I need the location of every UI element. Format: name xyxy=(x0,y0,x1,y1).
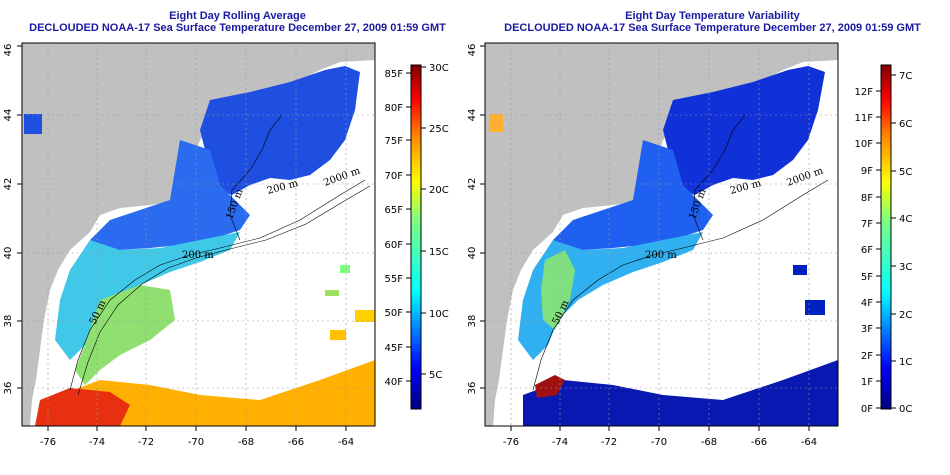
colorbar-f-label: 70F xyxy=(385,171,404,182)
colorbar-c-label: 15C xyxy=(429,247,449,258)
isobath-contour-3 xyxy=(229,114,283,241)
right-map-panel: Eight Day Temperature Variability DECLOU… xyxy=(467,0,950,475)
right-map-svg: 50 m 200 m 150 m 200 m 2000 m -76 -74 -7… xyxy=(467,42,912,448)
colorbar-f-label: 40F xyxy=(385,377,404,388)
x-tick-label: -66 xyxy=(288,437,304,448)
colorbar-f-label: 45F xyxy=(385,343,404,354)
sst-field-green xyxy=(75,285,175,385)
x-tick-label: -72 xyxy=(138,437,154,448)
colorbar-c-label: 25C xyxy=(429,124,449,135)
colorbar-f-label: 12F xyxy=(855,87,874,98)
variability-field-blue xyxy=(663,66,825,195)
left-map-svg: 50 m 200 m 150 m 200 m 2000 m -76 -74 -7… xyxy=(3,42,449,448)
isobath-contour-2 xyxy=(77,185,371,396)
sst-field-blue xyxy=(200,66,360,195)
variability-field-blue2 xyxy=(553,140,713,250)
isobath-contour-2 xyxy=(692,114,746,241)
colorbar-c-label: 2C xyxy=(899,310,912,321)
colorbar-f-label: 2F xyxy=(861,351,873,362)
variability-colorbar xyxy=(880,64,892,410)
x-tick-label: -74 xyxy=(89,437,105,448)
colorbar-c-label: 20C xyxy=(429,185,449,196)
temperature-colorbar xyxy=(410,64,422,410)
contour-label-200m: 200 m xyxy=(182,250,214,261)
colorbar-f-label: 11F xyxy=(855,113,874,124)
x-tick-label: -76 xyxy=(503,437,519,448)
sst-field-blue2 xyxy=(90,140,250,250)
x-tick-label: -64 xyxy=(338,437,354,448)
right-map-subtitle: DECLOUDED NOAA-17 Sea Surface Temperatur… xyxy=(504,22,921,34)
colorbar-c-label: 5C xyxy=(899,167,912,178)
land-mass xyxy=(485,43,838,426)
x-tick-label: -72 xyxy=(601,437,617,448)
isobath-contour xyxy=(69,179,366,391)
x-tick-label: -74 xyxy=(552,437,568,448)
colorbar-f-label: 50F xyxy=(385,308,404,319)
left-map-panel: Eight Day Rolling Average DECLOUDED NOAA… xyxy=(3,10,449,448)
colorbar-c-label: 10C xyxy=(429,309,449,320)
y-tick-label: 46 xyxy=(3,44,14,57)
y-tick-label: 46 xyxy=(467,44,478,57)
isobath-contour xyxy=(532,179,829,391)
map-frame xyxy=(484,42,839,427)
colorbar-c-label: 30C xyxy=(429,63,449,74)
x-tick-label: -70 xyxy=(651,437,667,448)
colorbar-f-label: 85F xyxy=(385,69,404,80)
y-tick-label: 44 xyxy=(3,109,14,122)
colorbar-f-label: 3F xyxy=(861,324,873,335)
colorbar-f-label: 1F xyxy=(861,377,873,388)
colorbar-f-label: 8F xyxy=(861,193,873,204)
y-tick-label: 42 xyxy=(467,178,478,191)
left-map-subtitle: DECLOUDED NOAA-17 Sea Surface Temperatur… xyxy=(29,22,446,34)
map-frame xyxy=(21,42,376,427)
colorbar-f-label: 7F xyxy=(861,219,873,230)
colorbar-c-label: 1C xyxy=(899,357,912,368)
y-tick-label: 40 xyxy=(467,247,478,260)
contour-label-200m: 200 m xyxy=(645,250,677,261)
colorbar-f-label: 5F xyxy=(861,272,873,283)
colorbar-f-label: 6F xyxy=(861,245,873,256)
x-tick-label: -68 xyxy=(238,437,254,448)
colorbar-c-label: 4C xyxy=(899,214,912,225)
colorbar-f-label: 55F xyxy=(385,274,404,285)
colorbar-c-label: 3C xyxy=(899,262,912,273)
colorbar-f-label: 75F xyxy=(385,136,404,147)
colorbar-f-label: 10F xyxy=(855,139,874,150)
right-map-title: Eight Day Temperature Variability xyxy=(625,10,800,22)
sst-field-red xyxy=(35,388,130,426)
y-tick-label: 36 xyxy=(467,382,478,395)
y-tick-label: 36 xyxy=(3,382,14,395)
colorbar-f-label: 60F xyxy=(385,240,404,251)
x-tick-label: -70 xyxy=(188,437,204,448)
x-tick-label: -66 xyxy=(751,437,767,448)
map-gridlines xyxy=(22,43,375,426)
colorbar-f-label: 65F xyxy=(385,205,404,216)
colorbar-c-label: 7C xyxy=(899,71,912,82)
variability-field-red xyxy=(535,375,565,398)
left-map-title: Eight Day Rolling Average xyxy=(169,10,306,22)
map-gridlines xyxy=(485,43,838,426)
x-tick-label: -76 xyxy=(40,437,56,448)
sst-field-cyan xyxy=(55,232,240,360)
colorbar-c-label: 0C xyxy=(899,404,912,415)
y-tick-label: 38 xyxy=(467,315,478,328)
y-tick-label: 44 xyxy=(467,109,478,122)
y-tick-label: 40 xyxy=(3,247,14,260)
y-tick-label: 38 xyxy=(3,315,14,328)
x-tick-label: -64 xyxy=(801,437,817,448)
colorbar-f-label: 9F xyxy=(861,166,873,177)
colorbar-f-label: 0F xyxy=(861,404,873,415)
variability-field-green xyxy=(541,250,575,330)
colorbar-c-label: 5C xyxy=(429,370,442,381)
land-mass xyxy=(22,43,375,426)
y-tick-label: 42 xyxy=(3,178,14,191)
colorbar-f-label: 80F xyxy=(385,103,404,114)
x-tick-label: -68 xyxy=(701,437,717,448)
colorbar-c-label: 6C xyxy=(899,119,912,130)
colorbar-f-label: 4F xyxy=(861,298,873,309)
